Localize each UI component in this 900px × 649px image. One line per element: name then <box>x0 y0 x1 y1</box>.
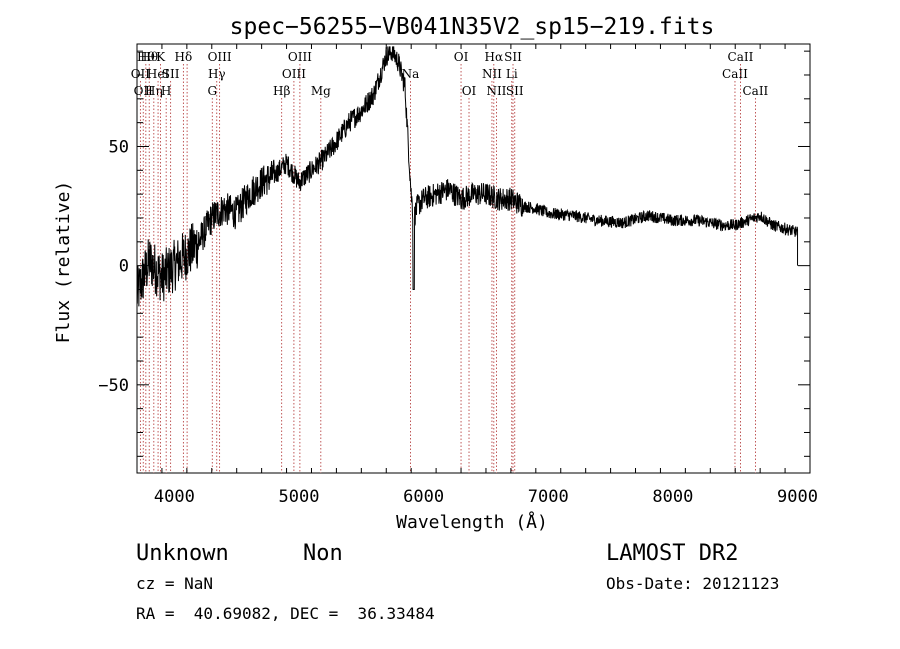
spectral-line-label: NII <box>486 84 506 98</box>
spectral-line-label: OIII <box>208 50 232 64</box>
y-tick-label: −50 <box>98 376 129 396</box>
x-tick-label: 8000 <box>652 487 693 507</box>
spectral-line-label: CaII <box>742 84 768 98</box>
spectral-line-label: OII <box>131 67 151 81</box>
x-tick-label: 7000 <box>528 487 569 507</box>
y-tick-labels: −50 0 50 <box>98 137 129 395</box>
spectral-line-label: OI <box>462 84 477 98</box>
spectral-line-label: K <box>156 50 166 64</box>
spectral-lines: OIIOIIHθHθHηHeIKHSIIHδGHγOIIIHβOIIIOIIIM… <box>131 50 769 473</box>
spectral-line-label: OII <box>134 84 154 98</box>
spectral-line-label: CaII <box>722 67 748 81</box>
subclass-label: Non <box>303 541 343 566</box>
survey-label: LAMOST DR2 <box>606 541 738 566</box>
plot-frame <box>136 43 811 474</box>
x-tick-labels: 4000 5000 6000 7000 8000 9000 <box>154 487 818 507</box>
spectral-line-label: Hα <box>485 50 504 64</box>
y-axis-label: Flux (relative) <box>53 181 74 344</box>
spectral-line-label: HeI <box>147 67 170 81</box>
spectral-line-label: Na <box>402 67 420 81</box>
x-tick-label: 9000 <box>777 487 818 507</box>
spectral-line-label: Li <box>506 67 518 81</box>
spectral-line-label: Hθ <box>140 50 158 64</box>
spectral-line-label: G <box>207 84 217 98</box>
y-tick-label: 0 <box>119 257 129 277</box>
spectral-line-label: Hδ <box>175 50 193 64</box>
spectral-line-label: Hη <box>145 84 163 98</box>
spectral-line-label: SII <box>504 50 522 64</box>
spectral-line-label: NII <box>482 67 502 81</box>
x-axis-label: Wavelength (Å) <box>396 511 548 533</box>
x-tick-label: 4000 <box>154 487 195 507</box>
spectrum-series-line <box>136 46 799 307</box>
spectral-line-label: OIII <box>288 50 312 64</box>
x-tick-label: 6000 <box>403 487 444 507</box>
spectral-line-label: SII <box>162 67 180 81</box>
spectral-line-label: Hθ <box>137 50 155 64</box>
spectral-line-label: Mg <box>311 84 331 98</box>
axis-ticks <box>136 44 811 473</box>
cz-label: cz = NaN <box>136 574 213 593</box>
coordinates-label: RA = 40.69082, DEC = 36.33484 <box>136 604 435 623</box>
obs-date-label: Obs-Date: 20121123 <box>606 574 779 593</box>
spectral-line-label: Hγ <box>208 67 226 81</box>
x-tick-label: 5000 <box>279 487 320 507</box>
spectral-line-label: Hβ <box>273 84 290 98</box>
spectral-line-label: SII <box>506 84 524 98</box>
spectral-line-label: OIII <box>282 67 306 81</box>
classification-label: Unknown <box>136 541 229 566</box>
y-tick-label: 50 <box>109 137 129 157</box>
spectral-line-label: OI <box>454 50 469 64</box>
spectral-line-label: CaII <box>728 50 754 64</box>
spectral-line-label: H <box>161 84 171 98</box>
chart-title: spec−56255−VB041N35V2_sp15−219.fits <box>230 14 715 40</box>
